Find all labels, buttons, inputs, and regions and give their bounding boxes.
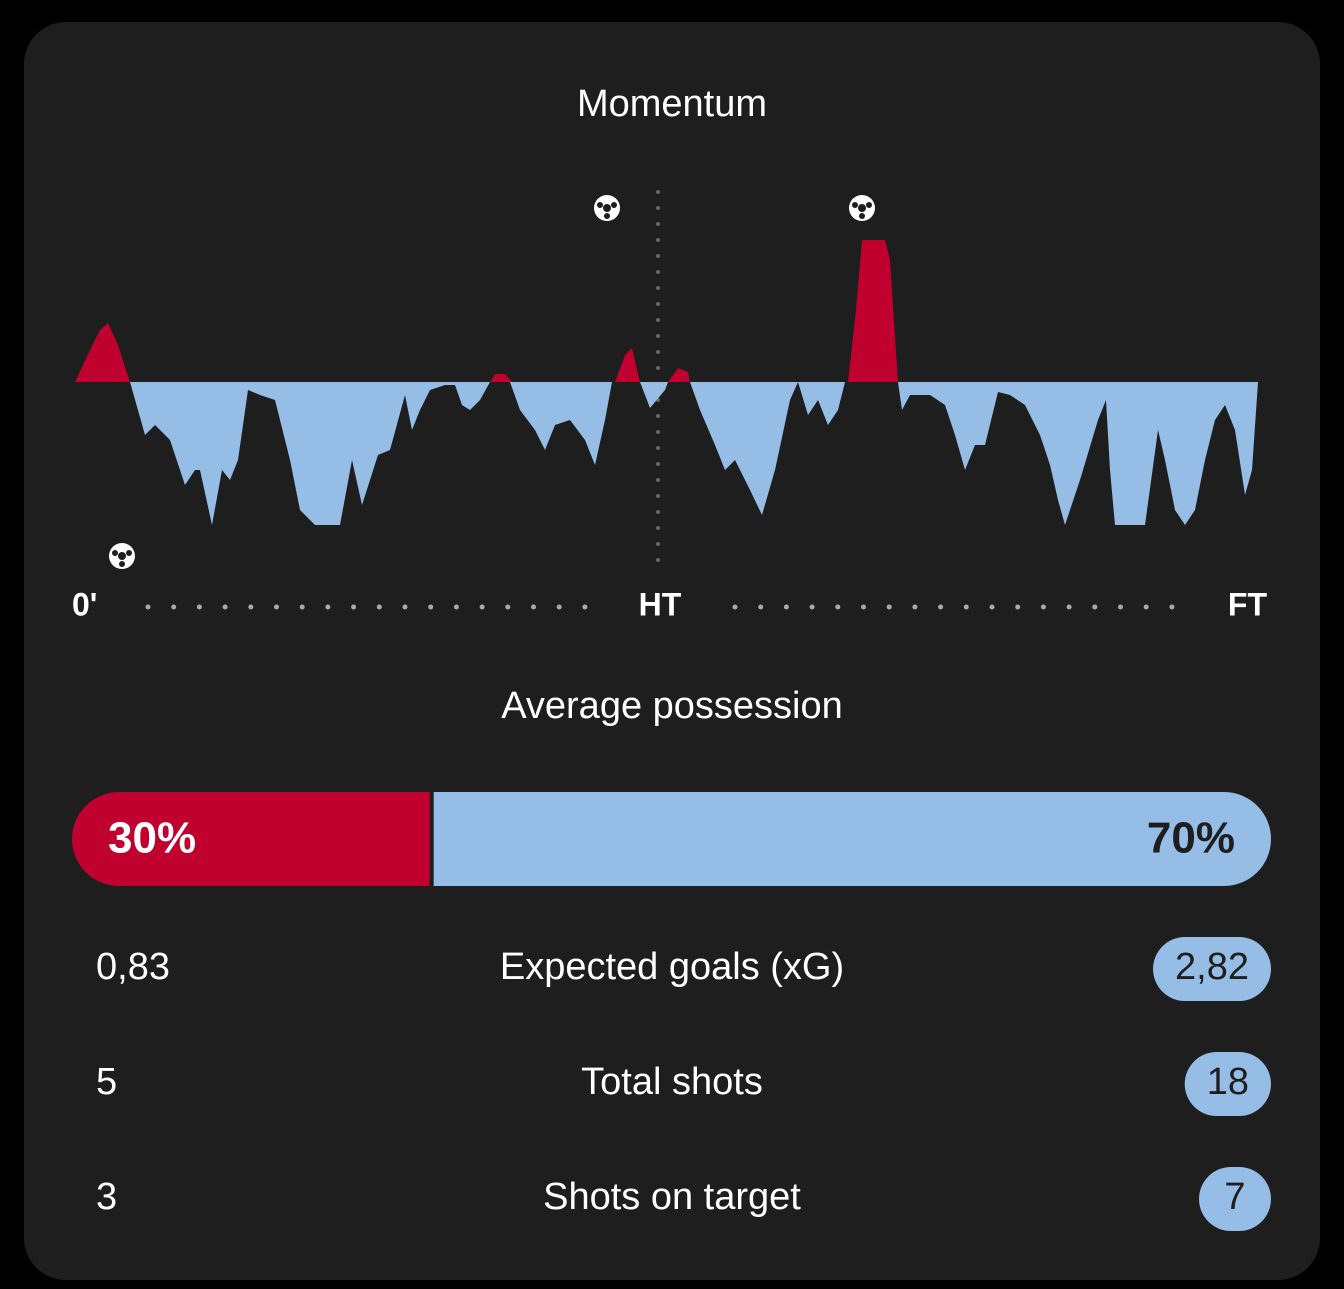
timeline-dots: [145, 604, 1175, 610]
dot: [1040, 604, 1046, 610]
dot: [656, 350, 660, 354]
axis-label: HT: [639, 586, 682, 622]
home-possession-label: 30%: [108, 814, 196, 863]
dot: [656, 414, 660, 418]
dot: [656, 334, 660, 338]
dot: [656, 526, 660, 530]
dot: [1015, 604, 1021, 610]
dot: [656, 542, 660, 546]
away-stat-pill: [1153, 937, 1271, 1001]
dot: [171, 604, 177, 610]
dot: [248, 604, 254, 610]
dot: [1066, 604, 1072, 610]
dot: [656, 558, 660, 562]
dot: [758, 604, 764, 610]
away-momentum: [130, 382, 1258, 525]
away-possession: [433, 792, 1271, 886]
dot: [351, 604, 357, 610]
dot: [453, 604, 459, 610]
away-stat: 7: [1224, 1176, 1245, 1218]
away-possession-label: 70%: [1147, 814, 1235, 863]
stat-label: Total shots: [581, 1061, 763, 1103]
dot: [582, 604, 588, 610]
dot: [145, 604, 151, 610]
dot: [505, 604, 511, 610]
away-stat-pill: [1184, 1052, 1271, 1116]
away-stat-pill: [1199, 1167, 1271, 1231]
dot: [428, 604, 434, 610]
dot: [1118, 604, 1123, 610]
stat-label: Shots on target: [543, 1176, 801, 1218]
home-possession: [72, 792, 430, 886]
away-stat: 18: [1207, 1061, 1249, 1103]
dot: [1092, 604, 1098, 610]
dot: [274, 604, 279, 610]
dot: [1169, 604, 1175, 610]
dot: [656, 270, 660, 274]
home-stat: 3: [96, 1176, 117, 1218]
goal-icon: [109, 543, 135, 569]
dot: [861, 604, 866, 610]
dot: [938, 604, 944, 610]
dot: [912, 604, 918, 610]
dot: [656, 206, 660, 210]
stats: Expected goals (xG) 0,83 2,82 Total shots 5 1…: [96, 937, 1271, 1231]
goal-icon: [594, 195, 620, 221]
dot: [963, 604, 969, 610]
dot: [656, 430, 660, 434]
dot: [402, 604, 408, 610]
dot: [656, 478, 660, 482]
dot: [783, 604, 789, 610]
momentum-title: Momentum: [577, 83, 767, 125]
dot: [325, 604, 331, 610]
dot: [1143, 604, 1149, 610]
dot: [656, 222, 660, 226]
dot: [222, 604, 228, 610]
dot: [299, 604, 305, 610]
possession-bar: 30% 70%: [72, 792, 1271, 886]
dot: [656, 318, 660, 322]
home-stat: 0,83: [96, 946, 170, 988]
possession-title: Average possession: [501, 685, 843, 727]
dot: [196, 604, 202, 610]
goal-icon: [849, 195, 875, 221]
dot: [656, 190, 660, 194]
dot: [656, 302, 660, 306]
dot: [656, 254, 660, 258]
stat-label: Expected goals (xG): [500, 946, 844, 988]
dot: [809, 604, 815, 610]
axis-label: 0': [72, 586, 97, 622]
dot: [656, 238, 660, 242]
dot: [656, 366, 660, 370]
dot: [835, 604, 841, 610]
dot: [886, 604, 892, 610]
card: [24, 22, 1320, 1280]
dot: [656, 462, 660, 466]
home-stat: 5: [96, 1061, 117, 1103]
dot: [732, 604, 738, 610]
dot: [656, 446, 660, 450]
dot: [656, 286, 660, 290]
dot: [556, 604, 562, 610]
dot: [531, 604, 536, 610]
dot: [479, 604, 485, 610]
away-stat: 2,82: [1175, 946, 1249, 988]
axis-label: FT: [1228, 586, 1268, 622]
dot: [656, 494, 660, 498]
dot: [656, 510, 660, 514]
dot: [989, 604, 995, 610]
dot: [376, 604, 382, 610]
